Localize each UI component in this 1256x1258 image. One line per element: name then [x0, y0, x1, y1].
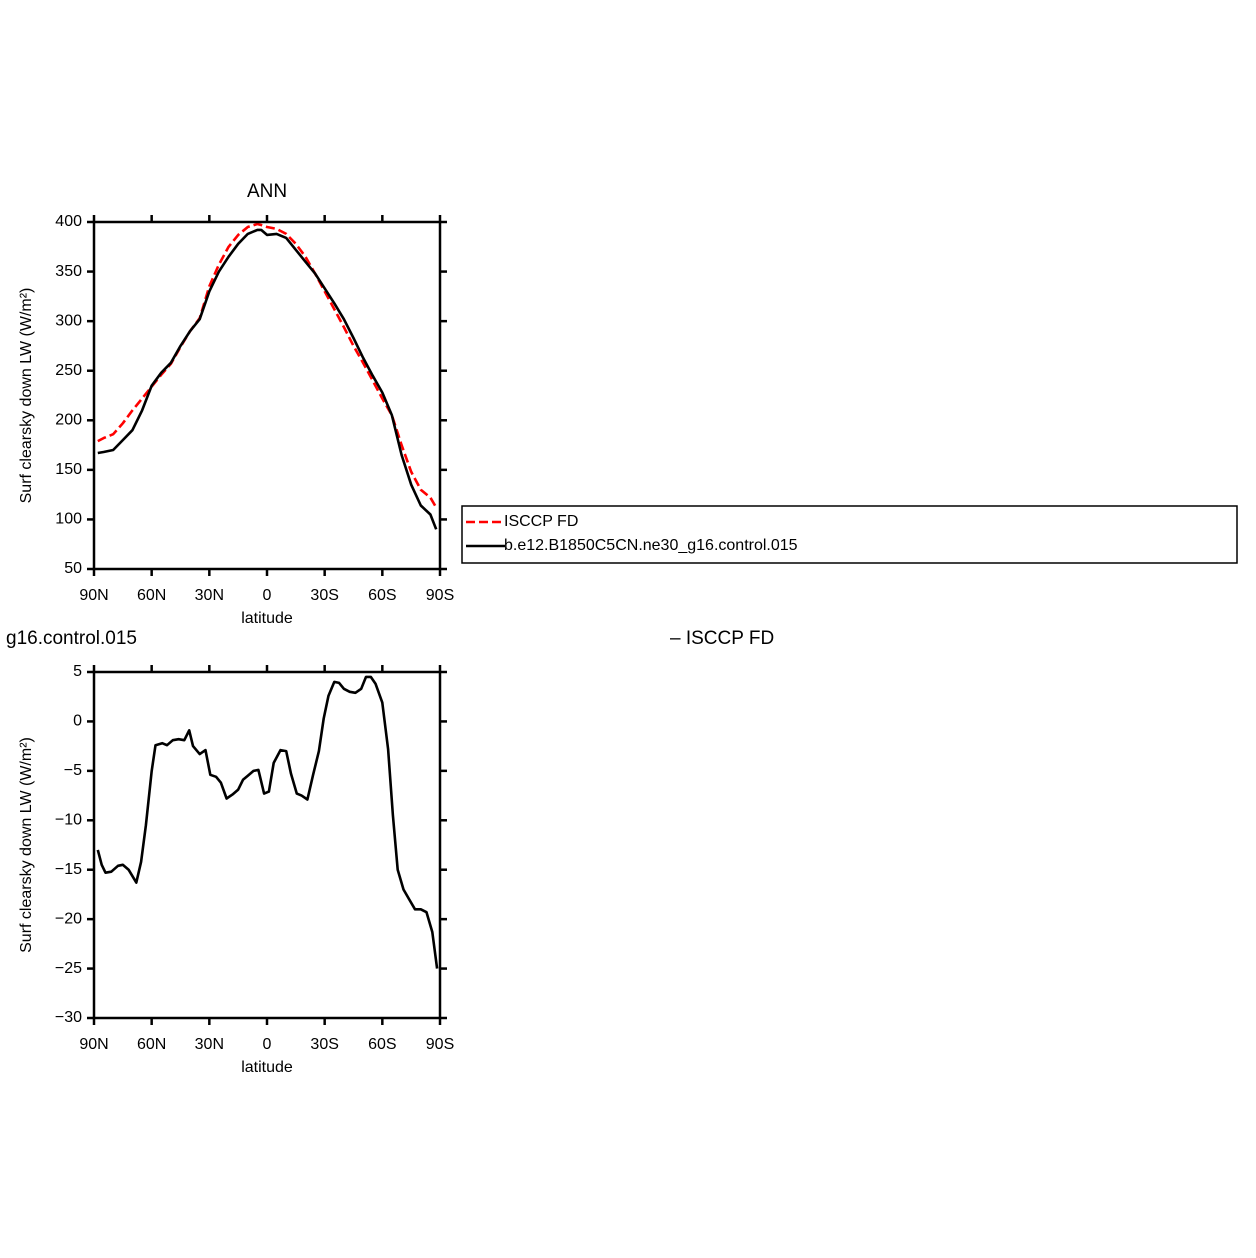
y-tick-label: −10 [55, 812, 82, 829]
data-line [97, 228, 438, 530]
x-tick-label: 90N [79, 587, 108, 604]
plot-frame [92, 670, 442, 1020]
chart-title: g16.control.015 [6, 628, 137, 649]
y-tick-label: 250 [55, 362, 82, 379]
legend-box [461, 505, 1238, 564]
y-tick-label: −30 [55, 1009, 82, 1026]
y-tick-label: 400 [55, 213, 82, 230]
y-tick-label: 150 [55, 461, 82, 478]
data-line [96, 675, 439, 969]
y-tick-label: −25 [55, 960, 82, 977]
y-tick-label: 350 [55, 263, 82, 280]
y-tick-label: 300 [55, 312, 82, 329]
y-axis-label: Surf clearsky down LW (W/m²) [18, 288, 35, 504]
x-tick-label: 0 [263, 1036, 272, 1053]
x-tick-label: 60N [137, 587, 166, 604]
legend-label: ISCCP FD [504, 513, 578, 530]
legend: ISCCP FD b.e12.B1850C5CN.ne30_g16.control… [461, 505, 1238, 564]
y-tick-label: 0 [73, 713, 82, 730]
x-tick-label: 30S [310, 1036, 338, 1053]
x-tick-label: 90S [426, 1036, 454, 1053]
x-tick-label: 30S [310, 587, 338, 604]
x-tick-label: 30N [195, 1036, 224, 1053]
x-tick-label: 60S [368, 587, 396, 604]
x-axis-label: latitude [241, 1059, 293, 1076]
y-tick-label: 200 [55, 412, 82, 429]
x-tick-label: 30N [195, 587, 224, 604]
x-tick-label: 60S [368, 1036, 396, 1053]
x-axis-label: latitude [241, 610, 293, 627]
x-tick-label: 0 [263, 587, 272, 604]
legend-label: b.e12.B1850C5CN.ne30_g16.control.015 [504, 537, 798, 554]
y-tick-label: −20 [55, 910, 82, 927]
x-tick-label: 60N [137, 1036, 166, 1053]
y-tick-label: −5 [64, 762, 82, 779]
y-tick-label: 50 [64, 560, 82, 577]
y-tick-label: −15 [55, 861, 82, 878]
chart-title: ANN [247, 181, 287, 202]
x-tick-label: 90S [426, 587, 454, 604]
chart-title-right: – ISCCP FD [670, 628, 774, 649]
y-axis-label: Surf clearsky down LW (W/m²) [18, 737, 35, 953]
data-line [97, 222, 438, 509]
x-tick-label: 90N [79, 1036, 108, 1053]
y-tick-label: 5 [73, 663, 82, 680]
y-tick-label: 100 [55, 511, 82, 528]
